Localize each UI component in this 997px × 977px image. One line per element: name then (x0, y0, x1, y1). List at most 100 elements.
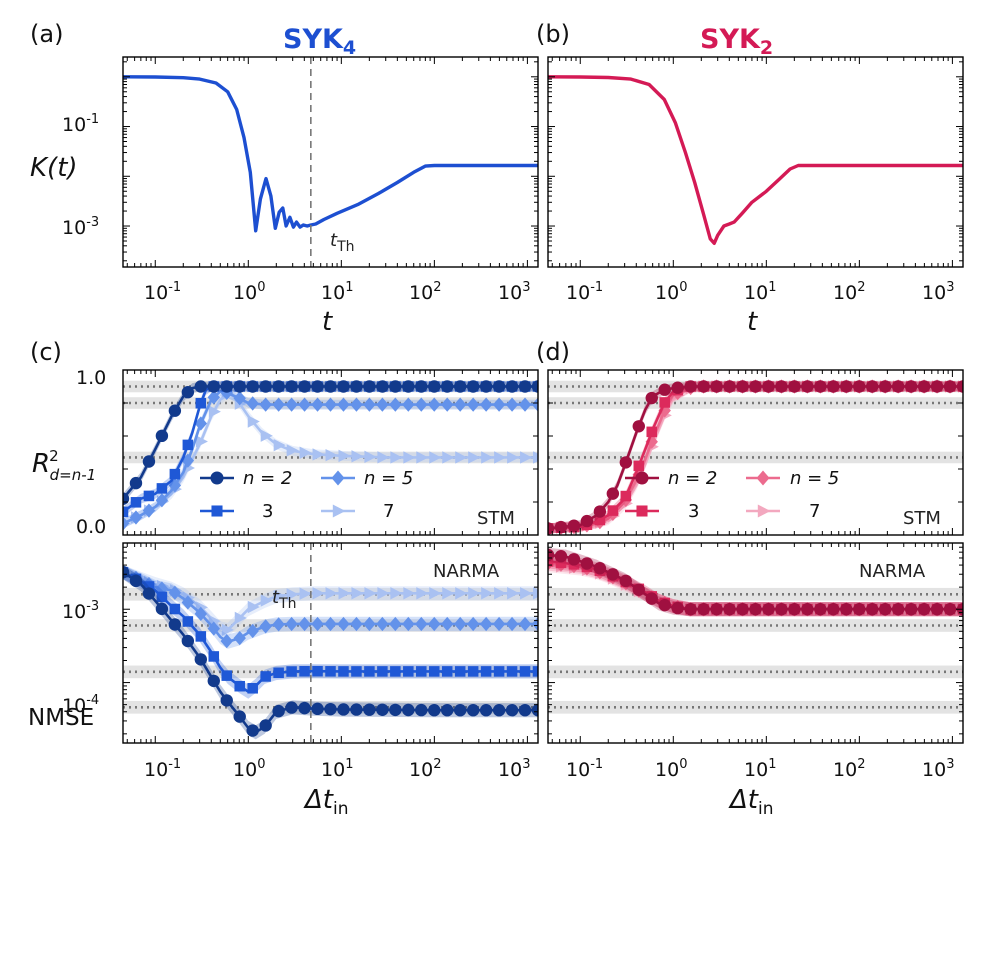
r2-axis-label: R2 d=n-1 (32, 447, 96, 484)
data-marker (494, 587, 507, 600)
data-marker (169, 603, 181, 615)
data-marker (762, 603, 775, 616)
data-marker (181, 595, 195, 610)
data-marker (481, 587, 494, 600)
data-marker (350, 616, 363, 632)
data-marker (208, 651, 220, 662)
data-marker (285, 701, 298, 714)
data-marker (233, 391, 246, 406)
xtick-d-4: 102 (833, 757, 865, 781)
legend-marker (636, 505, 648, 517)
legend-d-n2: n = 2 (668, 468, 717, 489)
legend-marker (331, 470, 345, 486)
data-marker (441, 397, 454, 412)
data-marker (259, 397, 272, 412)
data-marker (930, 603, 944, 616)
k-curve-b (548, 75, 963, 245)
data-marker (181, 634, 195, 648)
data-marker (390, 451, 403, 464)
xticks-d: 10-1 100 101 102 103 (566, 757, 954, 781)
ytick-c-1: 1.0 (76, 367, 106, 389)
data-marker (594, 514, 606, 526)
data-marker (554, 550, 568, 563)
data-marker (620, 490, 632, 502)
xtick-c-5: 103 (498, 757, 530, 781)
data-marker (480, 666, 492, 677)
data-marker (403, 666, 414, 677)
data-marker (606, 487, 620, 500)
data-marker (351, 666, 362, 677)
legend-c-n2: n = 2 (243, 468, 292, 489)
panel-b-title: SYK2 (700, 24, 773, 59)
legend-marker (757, 504, 771, 518)
data-marker (567, 553, 581, 566)
data-marker (891, 380, 905, 393)
data-marker (272, 380, 285, 393)
data-marker (246, 380, 259, 393)
data-marker (441, 616, 454, 632)
data-marker (442, 587, 455, 600)
narma-label-d: NARMA (859, 561, 926, 582)
data-marker (363, 380, 376, 393)
data-marker (518, 616, 532, 632)
data-marker (492, 616, 506, 632)
data-marker (325, 666, 336, 677)
legend-d-n7: 7 (809, 501, 820, 522)
data-marker (273, 589, 286, 603)
xtick-b-3: 101 (744, 280, 776, 304)
data-marker (195, 397, 207, 409)
data-marker (194, 380, 208, 393)
data-marker (684, 603, 697, 616)
data-marker (298, 380, 311, 393)
data-marker (801, 380, 814, 393)
c-bot-plot-data (123, 565, 538, 740)
data-marker (377, 666, 388, 677)
data-marker (506, 666, 518, 677)
data-marker (155, 602, 169, 616)
data-marker (142, 455, 156, 468)
data-marker (492, 380, 506, 393)
data-marker (531, 380, 538, 393)
data-marker (658, 383, 671, 396)
data-marker (376, 380, 389, 393)
panel-d-stm-plot (548, 369, 963, 536)
data-marker (260, 429, 273, 442)
data-marker (182, 439, 194, 451)
data-marker (286, 588, 299, 601)
data-marker (505, 397, 519, 412)
data-marker (233, 710, 246, 723)
data-marker (723, 380, 736, 393)
legend-marker (211, 505, 223, 517)
data-marker (337, 703, 350, 716)
t-axis-label-b: t (747, 307, 758, 337)
data-marker (788, 380, 801, 393)
data-marker (194, 416, 208, 431)
data-marker (311, 702, 324, 716)
data-marker (519, 666, 531, 677)
data-marker (312, 587, 325, 600)
data-marker (481, 451, 494, 464)
data-marker (533, 451, 538, 464)
data-marker (143, 581, 155, 592)
xtick-b-4: 102 (833, 280, 865, 304)
data-marker (220, 385, 233, 401)
data-marker (286, 666, 297, 677)
data-marker (234, 680, 245, 692)
data-marker (710, 380, 723, 393)
data-marker (866, 380, 879, 393)
data-marker (454, 666, 466, 677)
data-marker (143, 490, 155, 502)
data-marker (195, 631, 207, 642)
panel-d-narma-frame (547, 542, 964, 744)
data-marker (338, 666, 349, 677)
data-marker (531, 397, 538, 412)
data-marker (814, 380, 827, 393)
data-marker (389, 380, 402, 393)
data-marker (917, 380, 931, 393)
data-marker (466, 704, 480, 717)
reference-band (548, 665, 963, 679)
data-marker (801, 603, 814, 616)
panel-b: (b) SYK2 10-1 100 101 102 103 t (536, 20, 964, 337)
data-marker (272, 617, 285, 632)
data-marker (285, 397, 298, 412)
